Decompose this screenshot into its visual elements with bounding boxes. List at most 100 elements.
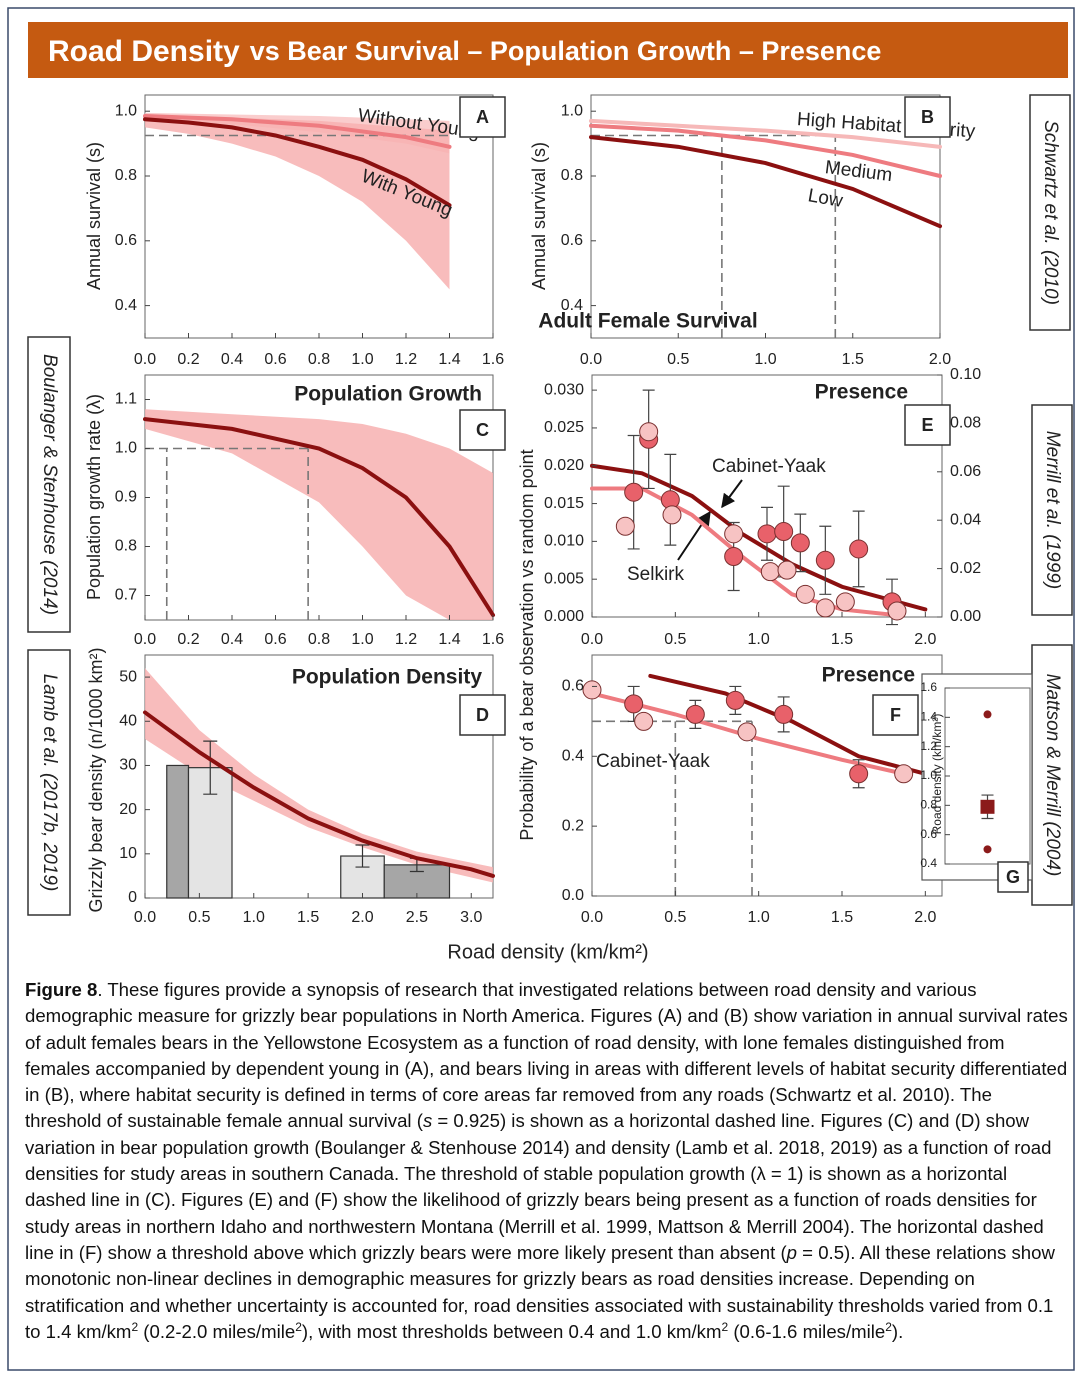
- x-tick-label: 1.2: [395, 631, 417, 648]
- y-tick-label: 0.4: [115, 297, 137, 314]
- confidence-band: [145, 114, 450, 290]
- caption-text: 2: [885, 1319, 892, 1334]
- y-tick-label: 0.4: [561, 297, 583, 314]
- caption-text: s: [422, 1110, 433, 1132]
- y-tick-label: 30: [119, 757, 137, 774]
- caption-text: p: [786, 1241, 798, 1263]
- x-tick-label: 0.8: [308, 351, 330, 368]
- panel-label: A: [476, 107, 489, 127]
- y-tick-label: 0.0: [562, 887, 584, 904]
- y-tick-label: 0.4: [562, 748, 584, 765]
- banner-title-main: Road Density: [48, 35, 240, 68]
- point: [685, 704, 705, 724]
- trend-line: [143, 114, 452, 149]
- x-tick-label: 0.5: [664, 909, 686, 926]
- citation-box: [1031, 404, 1073, 616]
- point: [757, 524, 777, 544]
- caption-text: ).: [891, 1320, 904, 1342]
- point: [777, 560, 797, 580]
- x-tick-label: 0.4: [221, 631, 243, 648]
- citation: Schwartz et al. (2010): [1040, 120, 1061, 305]
- point: [774, 704, 794, 724]
- x-axis-title: Road density (km/km²): [447, 941, 648, 963]
- panel-label: B: [921, 107, 934, 127]
- point: [634, 711, 654, 731]
- panel-label-box: [459, 96, 506, 138]
- y-tick-label: 0.9: [115, 489, 137, 506]
- caption-text: 2: [295, 1319, 302, 1334]
- x-tick-label: 1.6: [482, 631, 504, 648]
- x-tick-label: 0.6: [264, 631, 286, 648]
- panel-title: Population Growth: [294, 383, 482, 406]
- trend-line: [143, 417, 495, 618]
- y2-tick-label: 0.10: [950, 366, 981, 383]
- x-tick-label: 1.6: [482, 351, 504, 368]
- point: [724, 524, 744, 544]
- y-tick-label: 1.0: [920, 768, 937, 782]
- y-tick-label: 1.2: [920, 739, 937, 753]
- panel: 0.0 0.5 1.0 1.5 2.0 0.0 0.2 0.4 0.6 Presence Cabin…: [562, 654, 943, 926]
- citation-box: [27, 336, 71, 633]
- y-axis-title: Probability of a bear observation vs ran…: [517, 449, 537, 840]
- annotation: Cabinet-Yaak: [596, 751, 710, 772]
- x-tick-label: 1.5: [842, 351, 864, 368]
- x-tick-label: 1.5: [831, 909, 853, 926]
- arrow: [721, 479, 743, 509]
- panel-title: Presence: [822, 664, 915, 687]
- x-tick-label: 1.0: [351, 631, 373, 648]
- x-tick-label: 0.5: [664, 631, 686, 648]
- x-tick-label: 1.0: [351, 351, 373, 368]
- x-tick-label: 0.5: [667, 351, 689, 368]
- confidence-band: [145, 409, 493, 620]
- x-tick-label: 0.0: [580, 351, 602, 368]
- panel-label-box: [459, 409, 506, 451]
- y-axis-title: Population growth rate (λ): [84, 394, 104, 600]
- trend-line: [589, 118, 942, 149]
- point: [795, 584, 815, 604]
- x-tick-label: 0.8: [308, 631, 330, 648]
- caption-text: (0.6-1.6 miles/mile: [728, 1320, 886, 1342]
- point: [724, 547, 744, 566]
- banner-title: Road Density vs Bear Survival – Populatio…: [48, 35, 881, 68]
- x-tick-label: 2.0: [914, 631, 936, 648]
- trend-line: [648, 673, 928, 776]
- caption-text: . These figures provide a synopsis of re…: [25, 979, 1068, 1132]
- panel-label-box: [459, 694, 506, 736]
- y-tick-label: 0: [128, 889, 137, 906]
- panel-title: Presence: [815, 381, 908, 404]
- x-tick-label: 2.0: [351, 909, 373, 926]
- point: [983, 710, 992, 719]
- panel-label: G: [1006, 867, 1020, 887]
- citation: Boulanger & Stenhouse (2014): [39, 354, 60, 615]
- point: [760, 562, 780, 582]
- bar: [166, 764, 190, 899]
- panel: 0.0 0.5 1.0 1.5 2.0 0.4 0.6 0.8 1.0 Annual surviv…: [529, 94, 976, 368]
- y-tick-label: 0.8: [561, 167, 583, 184]
- x-tick-label: 1.0: [754, 351, 776, 368]
- citation: Merrill et al. (1999): [1042, 431, 1063, 589]
- x-tick-label: 0.0: [134, 351, 156, 368]
- panel-label: C: [476, 420, 489, 440]
- x-tick-label: 0.0: [581, 631, 603, 648]
- trend-line: [143, 117, 452, 208]
- x-tick-label: 0.6: [264, 351, 286, 368]
- y-tick-label: 0.020: [544, 457, 584, 474]
- y-tick-label: 0.000: [544, 608, 584, 625]
- x-tick-label: 1.5: [297, 909, 319, 926]
- panel-label-box: [872, 694, 919, 736]
- x-tick-label: 1.0: [748, 631, 770, 648]
- caption-text: = 0.5). All these relations show monoton…: [25, 1241, 1055, 1342]
- citation-box: [27, 649, 71, 916]
- y-tick-label: 1.0: [561, 102, 583, 119]
- y-tick-label: 0.2: [562, 817, 584, 834]
- x-tick-label: 3.0: [460, 909, 482, 926]
- y-tick-label: 0.7: [115, 587, 137, 604]
- point: [815, 550, 835, 570]
- y-axis-title: Road density (km/km²): [930, 714, 944, 835]
- y-tick-label: 0.6: [920, 827, 937, 841]
- error-bar: [203, 740, 218, 795]
- y-tick-label: 20: [119, 801, 137, 818]
- y-tick-label: 0.8: [115, 538, 137, 555]
